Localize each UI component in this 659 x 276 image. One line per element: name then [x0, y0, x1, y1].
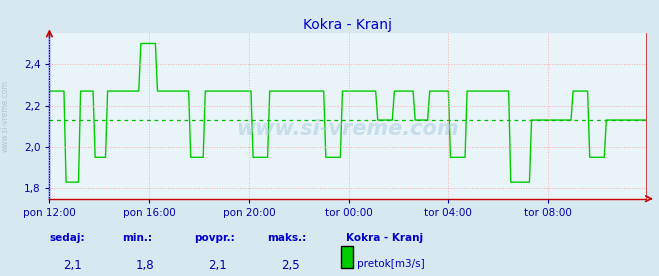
Title: Kokra - Kranj: Kokra - Kranj	[303, 18, 392, 32]
Text: povpr.:: povpr.:	[194, 233, 235, 243]
Text: min.:: min.:	[122, 233, 152, 243]
Text: 2,1: 2,1	[63, 259, 82, 272]
Text: Kokra - Kranj: Kokra - Kranj	[346, 233, 423, 243]
Text: www.si-vreme.com: www.si-vreme.com	[237, 119, 459, 139]
Text: www.si-vreme.com: www.si-vreme.com	[1, 80, 10, 152]
Text: maks.:: maks.:	[267, 233, 306, 243]
Text: sedaj:: sedaj:	[49, 233, 85, 243]
Text: 2,1: 2,1	[208, 259, 227, 272]
Text: 2,5: 2,5	[281, 259, 299, 272]
Text: pretok[m3/s]: pretok[m3/s]	[357, 259, 425, 269]
Text: 1,8: 1,8	[136, 259, 154, 272]
